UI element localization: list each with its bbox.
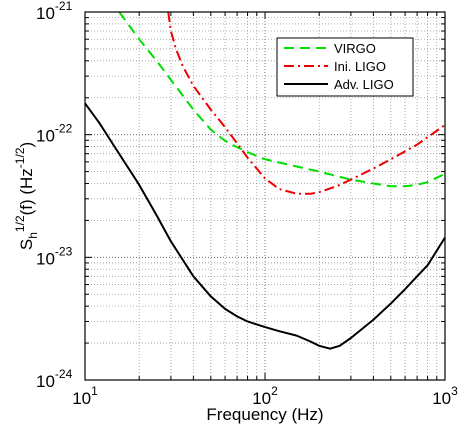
- x-tick-label: 101: [72, 384, 98, 408]
- y-axis-label-sup: 1/2: [13, 215, 27, 232]
- x-tick-label: 102: [252, 384, 278, 408]
- series-group: [85, 12, 445, 350]
- x-tick-labels: 101 102 103: [72, 384, 458, 408]
- y-tick-label: 10-24: [36, 367, 73, 391]
- ticks: [84, 12, 445, 381]
- series-line-virgo: [118, 12, 445, 188]
- series-line-ini-ligo: [167, 12, 445, 195]
- y-axis-label-middle: (f) (Hz: [17, 168, 36, 215]
- y-axis-label-unit-sup: -1/2: [13, 147, 27, 168]
- y-tick-label: 10-22: [36, 122, 73, 146]
- legend-label: Ini. LIGO: [334, 59, 386, 74]
- legend-label: Adv. LIGO: [334, 77, 394, 92]
- legend-label: VIRGO: [334, 41, 376, 56]
- y-tick-label: 10-23: [36, 244, 73, 268]
- series-line-adv-ligo: [85, 102, 445, 350]
- y-tick-labels: 10-24 10-23 10-22 10-21: [36, 0, 73, 391]
- x-tick-label: 103: [432, 384, 458, 408]
- x-axis-label: Frequency (Hz): [206, 405, 323, 424]
- y-axis-label-close: ): [17, 142, 36, 148]
- y-axis-label-sub: h: [26, 232, 40, 239]
- y-axis-label: Sh1/2(f) (Hz-1/2): [13, 142, 40, 250]
- legend: VIRGO Ini. LIGO Adv. LIGO: [276, 37, 414, 97]
- y-tick-label: 10-21: [36, 0, 73, 23]
- y-axis-label-base: S: [17, 239, 36, 250]
